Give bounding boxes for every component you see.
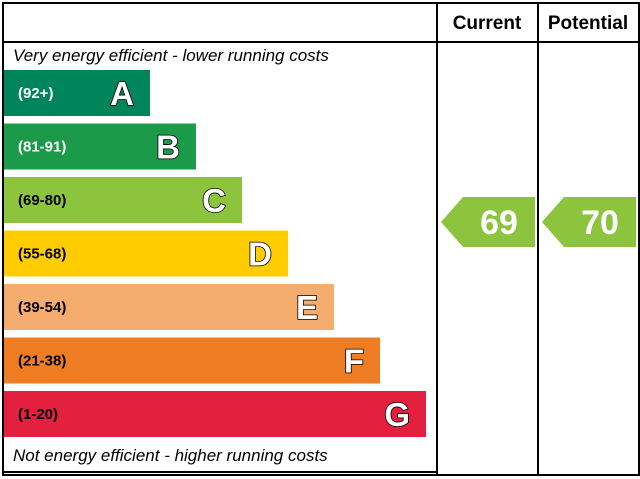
band-e-letter: E	[296, 289, 318, 326]
bottom-efficiency-note: Not energy efficient - higher running co…	[13, 446, 328, 465]
band-c-bar	[4, 177, 242, 223]
current-rating-marker-arrow	[441, 197, 535, 247]
band-e-range: (39-54)	[18, 299, 66, 316]
current-rating-marker: 69	[441, 197, 535, 247]
band-f-range: (21-38)	[18, 353, 66, 370]
rating-bands: (92+) A (81-91) B (69-80) C (55-68) D (39-54) E (2…	[4, 70, 426, 437]
band-d-bar	[4, 230, 288, 277]
potential-rating-marker-value: 70	[581, 204, 619, 242]
potential-column-header: Potential	[548, 13, 628, 34]
band-b-letter: B	[156, 129, 180, 166]
band-d-letter: D	[248, 236, 272, 273]
band-d: (55-68) D	[4, 230, 288, 277]
band-a-letter: A	[110, 75, 134, 112]
top-efficiency-note: Very energy efficient - lower running co…	[13, 46, 329, 65]
band-c-letter: C	[202, 182, 226, 219]
band-a: (92+) A	[4, 70, 150, 116]
band-e-bar	[4, 284, 334, 330]
current-rating-marker-value: 69	[480, 204, 518, 242]
band-a-range: (92+)	[18, 85, 53, 102]
band-g: (1-20) G	[4, 391, 426, 437]
band-d-range: (55-68)	[18, 246, 66, 263]
band-f: (21-38) F	[4, 337, 380, 384]
potential-rating-marker: 70	[542, 197, 636, 247]
band-b-range: (81-91)	[18, 139, 66, 156]
band-e: (39-54) E	[4, 284, 334, 330]
current-column-header: Current	[453, 13, 522, 34]
band-a-bar	[4, 70, 150, 116]
rating-markers: 69 70	[441, 197, 636, 247]
band-g-bar	[4, 391, 426, 437]
band-c: (69-80) C	[4, 177, 242, 223]
band-c-range: (69-80)	[18, 192, 66, 209]
band-f-bar	[4, 337, 380, 384]
band-f-letter: F	[344, 343, 364, 380]
band-b-bar	[4, 123, 196, 170]
potential-rating-marker-arrow	[542, 197, 636, 247]
band-g-letter: G	[384, 396, 410, 433]
band-g-range: (1-20)	[18, 406, 58, 423]
band-b: (81-91) B	[4, 123, 196, 170]
